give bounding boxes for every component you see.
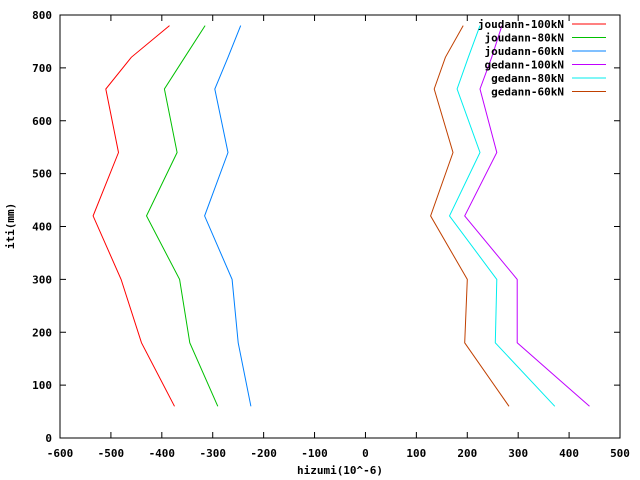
series-line-joudann-60kN	[204, 25, 252, 407]
x-axis-title: hizumi(10^-6)	[297, 464, 383, 477]
series-line-gedann-60kN	[430, 25, 510, 407]
x-tick-label: 500	[610, 447, 630, 460]
y-tick-label: 800	[32, 9, 52, 22]
x-tick-label: -300	[199, 447, 226, 460]
x-tick-label: 200	[457, 447, 477, 460]
y-tick-label: 600	[32, 115, 52, 128]
legend-label: joudann-60kN	[485, 45, 564, 58]
series-line-joudann-80kN	[145, 25, 219, 407]
x-tick-label: -500	[98, 447, 125, 460]
x-tick-label: -200	[250, 447, 277, 460]
y-tick-label: 700	[32, 62, 52, 75]
x-tick-label: -600	[47, 447, 74, 460]
x-tick-label: 300	[508, 447, 528, 460]
legend-label: gedann-80kN	[491, 72, 564, 85]
legend-label: gedann-60kN	[491, 86, 564, 99]
legend-label: joudann-80kN	[485, 32, 564, 45]
y-tick-label: 300	[32, 273, 52, 286]
x-tick-label: -400	[149, 447, 176, 460]
series-lines	[92, 25, 590, 407]
y-tick-label: 0	[45, 432, 52, 445]
series-line-gedann-100kN	[464, 25, 590, 407]
y-tick-label: 500	[32, 168, 52, 181]
series-line-gedann-80kN	[448, 25, 556, 407]
axis-ticks: -600 -500 -400 -300 -200 -100 0 100 200 300 400 500…	[32, 9, 630, 460]
x-tick-label: -100	[301, 447, 328, 460]
x-tick-label: 0	[362, 447, 369, 460]
y-tick-label: 200	[32, 326, 52, 339]
x-tick-label: 400	[559, 447, 579, 460]
y-tick-label: 400	[32, 221, 52, 234]
legend: joudann-100kNjoudann-80kNjoudann-60kNged…	[478, 18, 606, 99]
legend-label: gedann-100kN	[485, 59, 564, 72]
series-line-joudann-100kN	[92, 25, 175, 407]
y-axis-title: iti(mm)	[4, 203, 17, 249]
y-tick-label: 100	[32, 379, 52, 392]
legend-label: joudann-100kN	[478, 18, 564, 31]
x-tick-label: 100	[406, 447, 426, 460]
